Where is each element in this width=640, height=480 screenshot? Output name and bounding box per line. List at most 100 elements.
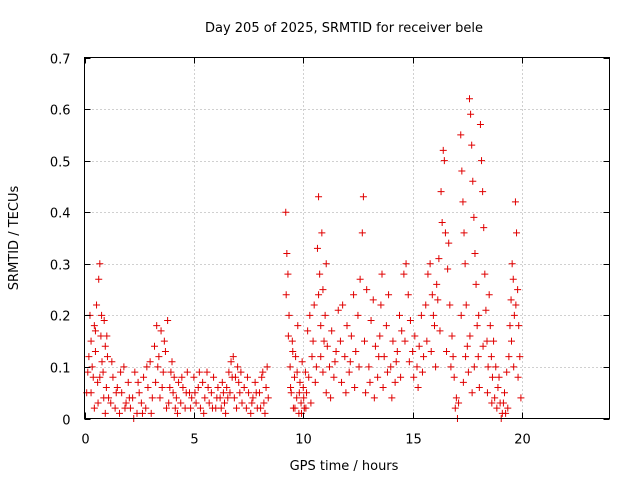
data-point (170, 373, 178, 381)
data-point (87, 337, 95, 345)
data-point (512, 301, 520, 309)
data-point (346, 358, 354, 366)
data-point (164, 317, 172, 325)
data-point (261, 409, 269, 417)
data-point (327, 394, 335, 402)
data-point (286, 363, 294, 371)
data-point (157, 327, 165, 335)
data-point (322, 260, 330, 268)
data-point (316, 270, 324, 278)
data-point (251, 378, 259, 386)
data-point (367, 317, 375, 325)
data-point (303, 389, 311, 397)
data-point (240, 384, 248, 392)
data-point (160, 337, 168, 345)
data-point (258, 373, 266, 381)
data-point (121, 404, 129, 412)
x-tick-label: 10 (295, 433, 312, 448)
data-point (158, 384, 166, 392)
data-point (450, 373, 458, 381)
data-point (233, 404, 241, 412)
data-point (230, 394, 238, 402)
data-point (116, 409, 123, 417)
data-point (178, 373, 186, 381)
data-point (326, 363, 333, 371)
data-point (210, 373, 218, 381)
data-point (341, 353, 349, 361)
data-point (152, 378, 160, 386)
data-point (177, 399, 185, 407)
data-point (429, 311, 437, 319)
data-point (510, 311, 518, 319)
data-point (207, 389, 215, 397)
data-point (304, 327, 312, 335)
data-point (513, 229, 521, 237)
data-point (374, 373, 382, 381)
data-point (89, 373, 97, 381)
data-point (452, 394, 460, 402)
x-tick-labels: 0 5 10 15 20 (81, 433, 530, 448)
data-point (427, 347, 435, 355)
data-point (219, 389, 227, 397)
data-point (467, 110, 475, 118)
data-point (111, 404, 119, 412)
data-point (434, 296, 442, 304)
data-point (334, 306, 342, 314)
data-point (85, 353, 93, 361)
data-point (352, 347, 360, 355)
data-point (517, 394, 525, 402)
data-point (91, 327, 99, 335)
data-point (398, 327, 406, 335)
data-point (245, 389, 253, 397)
data-point (191, 389, 199, 397)
data-point (112, 389, 120, 397)
x-tick-label: 20 (514, 433, 531, 448)
data-point (510, 363, 518, 371)
data-point (413, 363, 421, 371)
data-point (446, 301, 454, 309)
data-point (482, 306, 490, 314)
data-point (94, 399, 102, 407)
data-point (224, 394, 232, 402)
data-point (501, 389, 508, 397)
data-point (479, 342, 487, 350)
data-point (347, 332, 355, 340)
data-point (109, 373, 117, 381)
data-point (171, 404, 179, 412)
data-point (108, 358, 116, 366)
data-point (507, 296, 515, 304)
data-point (361, 337, 368, 345)
data-point (295, 389, 303, 397)
data-point (516, 353, 524, 361)
data-point (488, 373, 496, 381)
data-point (471, 249, 479, 257)
data-point (187, 404, 195, 412)
data-point (459, 198, 467, 206)
y-tick-labels: 0 0.1 0.2 0.3 0.4 0.5 0.6 0.7 (50, 53, 71, 429)
data-point (222, 409, 230, 417)
data-point (291, 373, 298, 381)
x-tick-label: 0 (81, 433, 89, 448)
data-point (457, 131, 465, 139)
data-point (103, 353, 111, 361)
data-point (91, 347, 99, 355)
data-point (107, 399, 115, 407)
data-point (514, 286, 522, 294)
data-point (99, 368, 107, 376)
data-point (490, 337, 498, 345)
data-point (310, 301, 318, 309)
data-point (509, 275, 517, 283)
data-point (167, 368, 175, 376)
data-point (93, 301, 101, 309)
data-point (237, 368, 245, 376)
data-point (389, 337, 397, 345)
data-point (214, 384, 222, 392)
y-tick-label: 0.7 (50, 53, 71, 68)
data-point (437, 188, 445, 196)
data-point (514, 373, 522, 381)
data-point (113, 384, 121, 392)
data-point (288, 337, 296, 345)
data-point (100, 394, 108, 402)
data-point (455, 399, 463, 407)
data-point (366, 378, 374, 386)
